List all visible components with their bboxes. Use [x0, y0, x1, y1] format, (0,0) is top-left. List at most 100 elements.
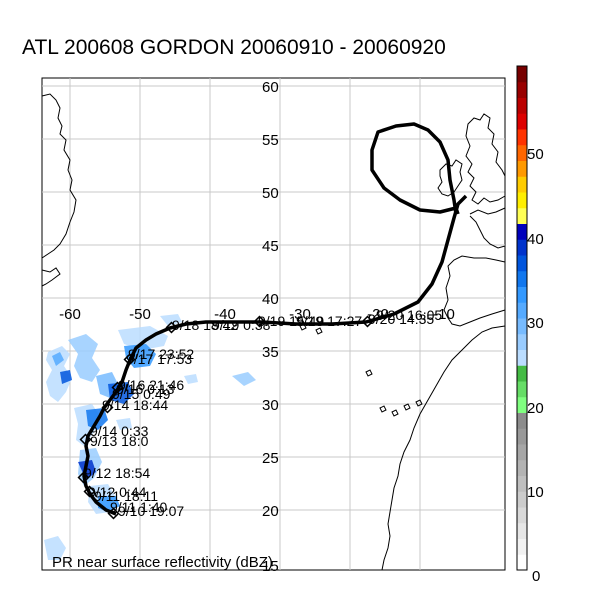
lat-label: 40: [262, 291, 279, 308]
lat-label: 60: [262, 79, 279, 96]
colorbar-swatch: [517, 349, 527, 366]
track-label: 9/13 18:0: [90, 433, 149, 449]
colorbar-swatch: [517, 286, 527, 303]
colorbar-swatch: [517, 396, 527, 413]
track-label: 9/10 19:07: [118, 503, 184, 519]
colorbar-swatch: [517, 97, 527, 114]
lat-label: 30: [262, 397, 279, 414]
track-label: 9/17 23:52: [128, 346, 194, 362]
colorbar-swatch: [517, 538, 527, 555]
colorbar-swatch: [517, 522, 527, 539]
lon-label: -50: [129, 306, 151, 323]
track-marker: [253, 315, 266, 328]
colorbar-swatch: [517, 270, 527, 287]
track-label: 9/17 17:53: [126, 351, 192, 367]
track-label: 9/20 16:05: [376, 307, 442, 323]
track-labels: 9/10 19:07 9/11 1:40 9/11 18:11 9/12 0:4…: [84, 307, 442, 519]
colorbar-label: 20: [527, 400, 544, 417]
colorbar-swatch: [517, 302, 527, 319]
lon-label: -10: [433, 306, 455, 323]
lat-labels: 15 20 25 30 35 40 45 50 55 60: [262, 79, 279, 575]
colorbar-swatch: [517, 144, 527, 161]
coast-iberia: [443, 255, 506, 327]
track-marker: [165, 321, 178, 334]
track-label: 9/11 1:40: [110, 499, 168, 515]
track-marker: [101, 401, 114, 414]
colorbar-swatch: [517, 129, 527, 146]
lat-label: 25: [262, 450, 279, 467]
lat-label: 45: [262, 238, 279, 255]
lat-label: 35: [262, 344, 279, 361]
track-label: 9/14 0:33: [90, 423, 149, 439]
lat-label: 15: [262, 558, 279, 575]
colorbar-swatch: [517, 412, 527, 429]
colorbar-swatch: [517, 207, 527, 224]
colorbar-swatch: [517, 475, 527, 492]
coast-ireland: [437, 159, 463, 197]
colorbar-swatch: [517, 81, 527, 98]
coast-great-britain: [465, 113, 506, 205]
lat-label: 20: [262, 503, 279, 520]
lon-label: -60: [59, 306, 81, 323]
track-marker: [83, 485, 96, 498]
colorbar-swatch: [517, 255, 527, 272]
track-label: 9/19 15:49: [258, 313, 324, 329]
coast-nova-scotia: [41, 267, 61, 287]
colorbar-swatch: [517, 239, 527, 256]
track-markers: [77, 315, 374, 520]
track-label: 9/16 21:46: [118, 377, 184, 393]
track-label: 9/18 18:42: [172, 317, 238, 333]
lat-label: 55: [262, 132, 279, 149]
track-marker: [107, 507, 120, 520]
track-marker: [123, 353, 136, 366]
colorbar-swatch: [517, 507, 527, 524]
coast-newfoundland: [41, 93, 77, 259]
colorbar: 0 10 20 30 40 50: [516, 65, 544, 585]
colorbar-label: 50: [527, 146, 544, 163]
colorbar-label: 10: [527, 484, 544, 501]
colorbar-swatch: [517, 192, 527, 209]
track-label: 9/19 0:38: [212, 317, 271, 333]
coast-africa: [381, 325, 506, 571]
storm-track-line: [82, 122, 468, 516]
colorbar-swatch: [517, 223, 527, 240]
lat-label: 50: [262, 185, 279, 202]
colorbar-swatch: [517, 333, 527, 350]
coast-canaries: [379, 399, 423, 417]
track-marker: [111, 381, 124, 394]
track-marker: [361, 315, 374, 328]
colorbar-swatch: [517, 554, 527, 571]
colorbar-swatch: [517, 66, 527, 83]
colorbar-swatch: [517, 318, 527, 335]
colorbar-swatch: [517, 113, 527, 130]
track-label: 9/19 17:27: [296, 313, 362, 329]
track-label: 9/15 0:49: [112, 386, 171, 402]
track-label: 9/14 18:44: [102, 397, 168, 413]
colorbar-swatch: [517, 381, 527, 398]
map-title: ATL 200608 GORDON 20060910 - 20060920: [22, 36, 446, 59]
colorbar-swatch: [517, 491, 527, 508]
track-label: 9/12 0:44: [88, 484, 147, 500]
track-label: 9/20 14:35: [368, 311, 434, 327]
map-caption: PR near surface reflectivity (dBZ): [52, 554, 273, 571]
lon-label: -30: [289, 306, 311, 323]
colorbar-label: 0: [532, 568, 540, 585]
graticule: [42, 78, 505, 570]
colorbar-swatch: [517, 176, 527, 193]
colorbar-swatch: [517, 365, 527, 382]
colorbar-label: 30: [527, 315, 544, 332]
coast-france: [469, 207, 506, 249]
colorbar-label: 40: [527, 231, 544, 248]
colorbar-swatch: [517, 459, 527, 476]
track-label: 9/16 0:13: [116, 381, 175, 397]
lon-label: -40: [214, 306, 236, 323]
coastlines: [41, 93, 506, 571]
coast-madeira: [365, 369, 373, 377]
track-label: 9/11 18:11: [94, 488, 158, 504]
colorbar-frame: [516, 65, 528, 571]
track-marker: [79, 433, 92, 446]
colorbar-swatch: [517, 444, 527, 461]
track-marker: [77, 471, 90, 484]
colorbar-swatch: [517, 160, 527, 177]
